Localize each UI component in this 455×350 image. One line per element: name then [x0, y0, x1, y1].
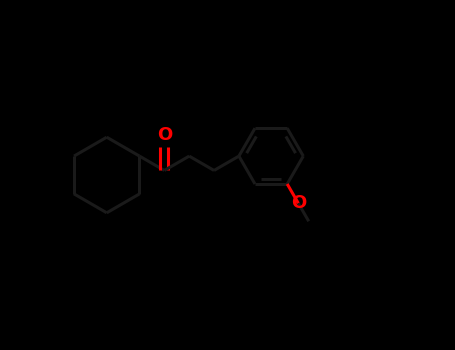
Text: O: O — [157, 126, 172, 144]
Text: O: O — [291, 194, 306, 212]
